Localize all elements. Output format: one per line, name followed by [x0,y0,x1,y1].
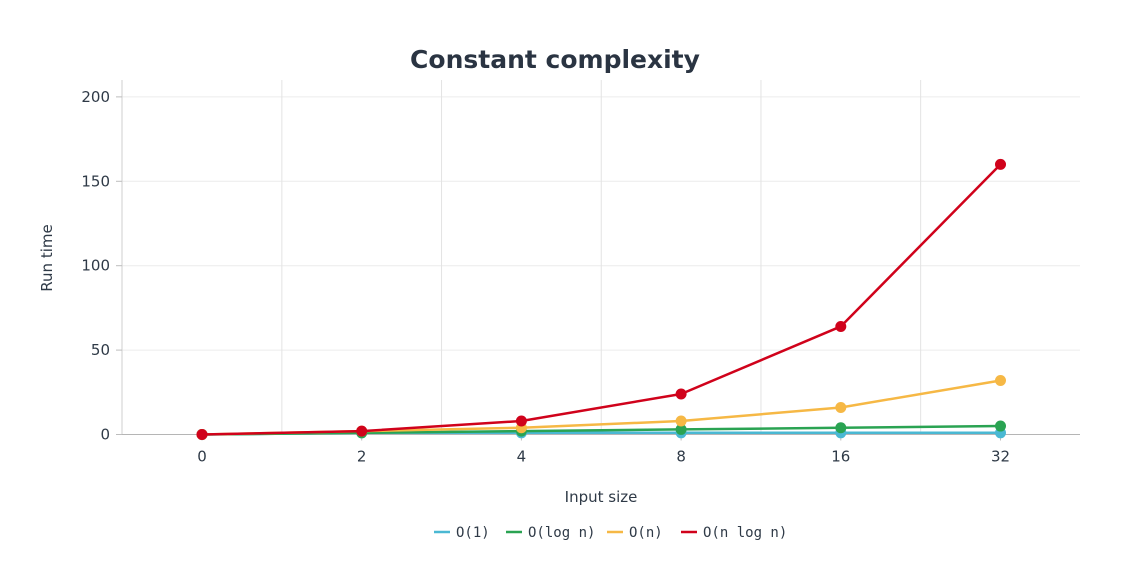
data-point[interactable] [196,429,208,440]
x-tick-label: 32 [991,448,1010,466]
y-tick-label: 0 [100,426,110,444]
legend-item[interactable]: O(n log n) [681,525,787,541]
data-point[interactable] [835,320,847,332]
data-point[interactable] [835,401,847,413]
data-point[interactable] [515,415,527,427]
data-point[interactable] [995,374,1006,386]
y-tick-label: 150 [81,172,110,190]
legend-label: O(n) [629,525,663,541]
legend-item[interactable]: O(n) [607,525,663,541]
y-tick-label: 200 [81,88,110,106]
x-tick-label: 2 [357,448,367,466]
series-3 [196,158,1006,440]
data-point[interactable] [995,158,1006,170]
legend-label: O(log n) [528,525,595,541]
series-line [201,424,1001,436]
x-tick-label: 16 [831,448,850,466]
legend: O(1) O(log n) O(n) O(n log n) [434,525,787,541]
x-tick-label: 0 [197,448,207,466]
y-axis-ticks: 0 50 100 150 200 [81,88,122,444]
legend-label: O(n log n) [703,525,787,541]
data-point[interactable] [675,415,687,427]
legend-item[interactable]: O(1) [434,525,490,541]
x-tick-label: 4 [517,448,527,466]
y-tick-label: 100 [81,257,110,275]
x-axis-label: Input size [565,488,638,506]
grid [122,80,1080,435]
chart-title: Constant complexity [410,45,700,74]
y-tick-label: 50 [91,341,110,359]
x-tick-label: 8 [676,448,686,466]
data-point[interactable] [835,422,847,434]
data-point[interactable] [675,423,687,435]
x-axis-ticks: 0 2 4 8 16 32 [197,434,1010,466]
legend-label: O(1) [456,525,490,541]
data-point[interactable] [675,388,687,400]
y-axis-label: Run time [38,224,56,291]
series-group [196,158,1006,440]
series-line [201,163,1002,436]
data-point[interactable] [356,425,368,437]
legend-item[interactable]: O(log n) [506,525,595,541]
data-point[interactable] [995,420,1006,432]
